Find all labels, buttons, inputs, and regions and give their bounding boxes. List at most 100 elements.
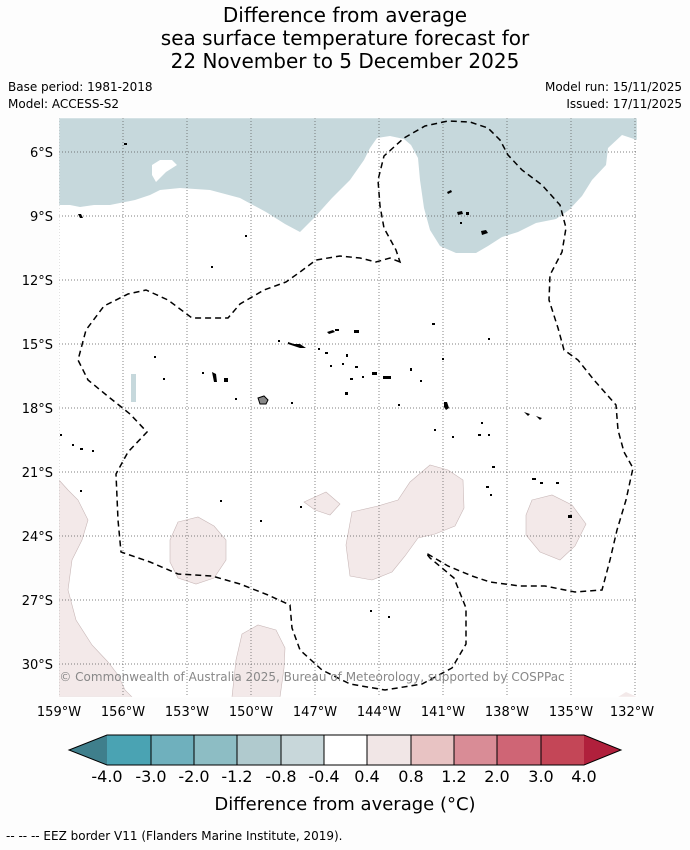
lon-label-132w: 132°W (610, 705, 654, 720)
islands (60, 143, 572, 618)
lat-label-27s: 27°S (22, 594, 53, 609)
base-period: Base period: 1981-2018 (8, 80, 153, 94)
cb-tick-4: -0.8 (265, 767, 296, 786)
island-gambier-10 (490, 494, 492, 496)
island-gambier-3 (478, 434, 481, 436)
cb-tick-9: 2.0 (484, 767, 509, 786)
island-rock-4 (211, 266, 213, 268)
title-line-2: sea surface temperature forecast for (160, 26, 530, 50)
island-gambier-7 (524, 412, 542, 420)
island-society-1 (202, 372, 204, 374)
colorbar-cell-9 (454, 735, 497, 765)
colorbar-cell-1 (107, 735, 151, 765)
island-tuamotu-11 (372, 372, 377, 375)
map-area: © Commonwealth of Australia 2025, Bureau… (59, 118, 637, 697)
cb-tick-5: -0.4 (308, 767, 339, 786)
island-tuamotu-16 (488, 338, 490, 340)
island-gambier-14 (568, 515, 572, 518)
title-line-1: Difference from average (222, 3, 468, 27)
lon-label-135w: 135°W (549, 705, 593, 720)
island-tuamotu-3 (288, 342, 306, 348)
island-marquesas (447, 190, 452, 194)
island-austral-5 (370, 610, 372, 612)
warm-anomaly-central (345, 464, 465, 581)
cb-tick-2: -2.0 (178, 767, 209, 786)
lat-label-21s: 21°S (22, 466, 53, 481)
island-tuamotu-19 (420, 380, 422, 382)
island-tuamotu-22 (154, 356, 156, 358)
colorbar-cell-7 (367, 735, 411, 765)
island-tuamotu-4 (278, 340, 280, 342)
colorbar-cell-8 (411, 735, 454, 765)
colorbar: -4.0 -3.0 -2.0 -1.2 -0.8 -0.4 0.4 0.8 1.… (67, 734, 623, 786)
island-tuamotu-14 (362, 376, 364, 378)
island-tuamotu-12 (383, 376, 391, 379)
island-austral-2 (220, 500, 222, 502)
island-tuamotu-21 (398, 404, 400, 406)
island-gambier-2 (481, 422, 483, 424)
lon-labels: 159°W 156°W 153°W 150°W 147°W 144°W 141°… (37, 705, 654, 720)
island-gambier-13 (556, 482, 559, 484)
cb-tick-3: -1.2 (221, 767, 252, 786)
lon-label-141w: 141°W (421, 705, 465, 720)
colorbar-cell-0 (69, 735, 107, 765)
lat-label-30s: 30°S (22, 658, 53, 673)
eez-border (77, 120, 634, 691)
colorbar-cell-5 (281, 735, 324, 765)
island-society-4 (163, 378, 165, 380)
lon-label-153w: 153°W (165, 705, 209, 720)
cb-tick-6: 0.4 (354, 767, 379, 786)
cb-tick-7: 0.8 (398, 767, 423, 786)
colorbar-cell-10 (497, 735, 541, 765)
warm-anomaly-west (59, 479, 133, 697)
island-tuamotu-15 (432, 323, 435, 325)
copyright-notice: © Commonwealth of Australia 2025, Bureau… (59, 670, 564, 684)
lat-label-15s: 15°S (22, 338, 53, 353)
model-name: Model: ACCESS-S2 (8, 97, 120, 111)
colorbar-cell-6 (324, 735, 367, 765)
island-rock-1 (124, 143, 127, 145)
cb-tick-1: -3.0 (135, 767, 166, 786)
island-tuamotu-2 (354, 330, 359, 333)
island-austral-4 (300, 506, 302, 508)
colorbar-outline (67, 734, 623, 766)
island-society-2 (212, 372, 217, 382)
lon-label-144w: 144°W (357, 705, 401, 720)
map-title: Difference from average sea surface temp… (0, 4, 690, 73)
island-tuamotu-10 (355, 366, 358, 368)
model-run: Model run: 15/11/2025 (544, 80, 682, 94)
island-austral-1 (80, 490, 82, 492)
island-austral-3 (260, 520, 262, 522)
warm-anomaly-a (169, 516, 227, 585)
island-gambier-8 (492, 466, 495, 468)
cb-tick-8: 1.2 (441, 767, 466, 786)
island-society-6 (291, 402, 293, 404)
colorbar-ticks: -4.0 -3.0 -2.0 -1.2 -0.8 -0.4 0.4 0.8 1.… (91, 767, 596, 786)
cb-tick-10: 3.0 (528, 767, 553, 786)
island-tuamotu-7 (346, 354, 348, 357)
colorbar-cell-4 (237, 735, 281, 765)
cool-anomaly-strip (131, 374, 136, 402)
graticule (59, 118, 637, 697)
cb-tick-11: 4.0 (571, 767, 596, 786)
island-gambier-1 (444, 402, 449, 410)
island-austral-6 (388, 616, 390, 618)
colorbar-dividers (150, 735, 542, 765)
island-tuamotu-1 (327, 329, 339, 334)
island-tuamotu-18 (410, 368, 412, 371)
lat-labels: 6°S 9°S 12°S 15°S 18°S 21°S 24°S 27°S 30… (22, 146, 53, 673)
island-tuamotu-8 (342, 363, 344, 365)
meta-left: Base period: 1981-2018 Model: ACCESS-S2 (8, 79, 153, 113)
island-gambier-9 (486, 486, 489, 488)
island-rock-3 (245, 235, 247, 237)
colorbar-cell-11 (541, 735, 584, 765)
island-gambier-5 (452, 436, 454, 438)
meta-right: Model run: 15/11/2025 Issued: 17/11/2025 (545, 79, 682, 113)
title-line-3: 22 November to 5 December 2025 (170, 49, 520, 73)
colorbar-label: Difference from average (°C) (214, 794, 476, 815)
island-gambier-6 (434, 429, 436, 431)
warm-anomaly-south (231, 624, 286, 697)
eez-footnote: -- -- -- EEZ border V11 (Flanders Marine… (6, 829, 343, 843)
island-gambier-11 (532, 478, 536, 480)
island-tuamotu-9 (330, 365, 332, 367)
